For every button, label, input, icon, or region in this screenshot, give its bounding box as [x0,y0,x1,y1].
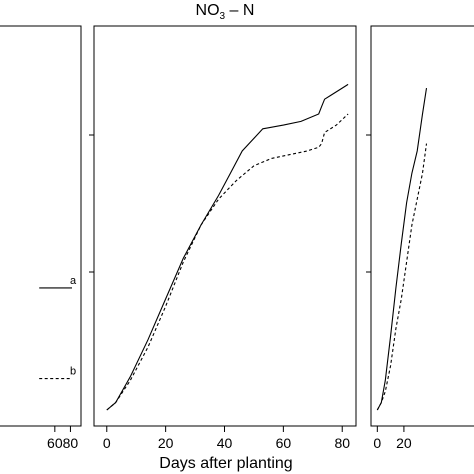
panel-2-frame [93,25,357,427]
x-tick-label: 80 [334,435,350,451]
x-tick-label: 20 [158,435,174,451]
x-tick-label: 0 [373,435,381,451]
panel-1-frame [0,25,82,427]
panel-3-frame [370,25,474,427]
series-line-dashed [106,113,349,411]
panel-3-y-ticks [366,134,371,273]
series-end-label: a [70,275,77,287]
x-axis-label: Days after planting [159,455,292,472]
x-tick-label: 0 [103,435,111,451]
x-tick-label: 20 [396,435,412,451]
panel-2-y-ticks [89,134,94,273]
x-tick-label: 80 [63,435,79,451]
panel-2-title: NO3 – N [196,2,255,22]
series-line-dashed [376,143,428,411]
x-tick-label: 40 [217,435,233,451]
x-tick-label: 60 [276,435,292,451]
x-tick-label: 60 [47,435,63,451]
series-line-solid [376,88,428,411]
series-line-solid [106,83,349,411]
series-end-label: b [70,366,76,378]
